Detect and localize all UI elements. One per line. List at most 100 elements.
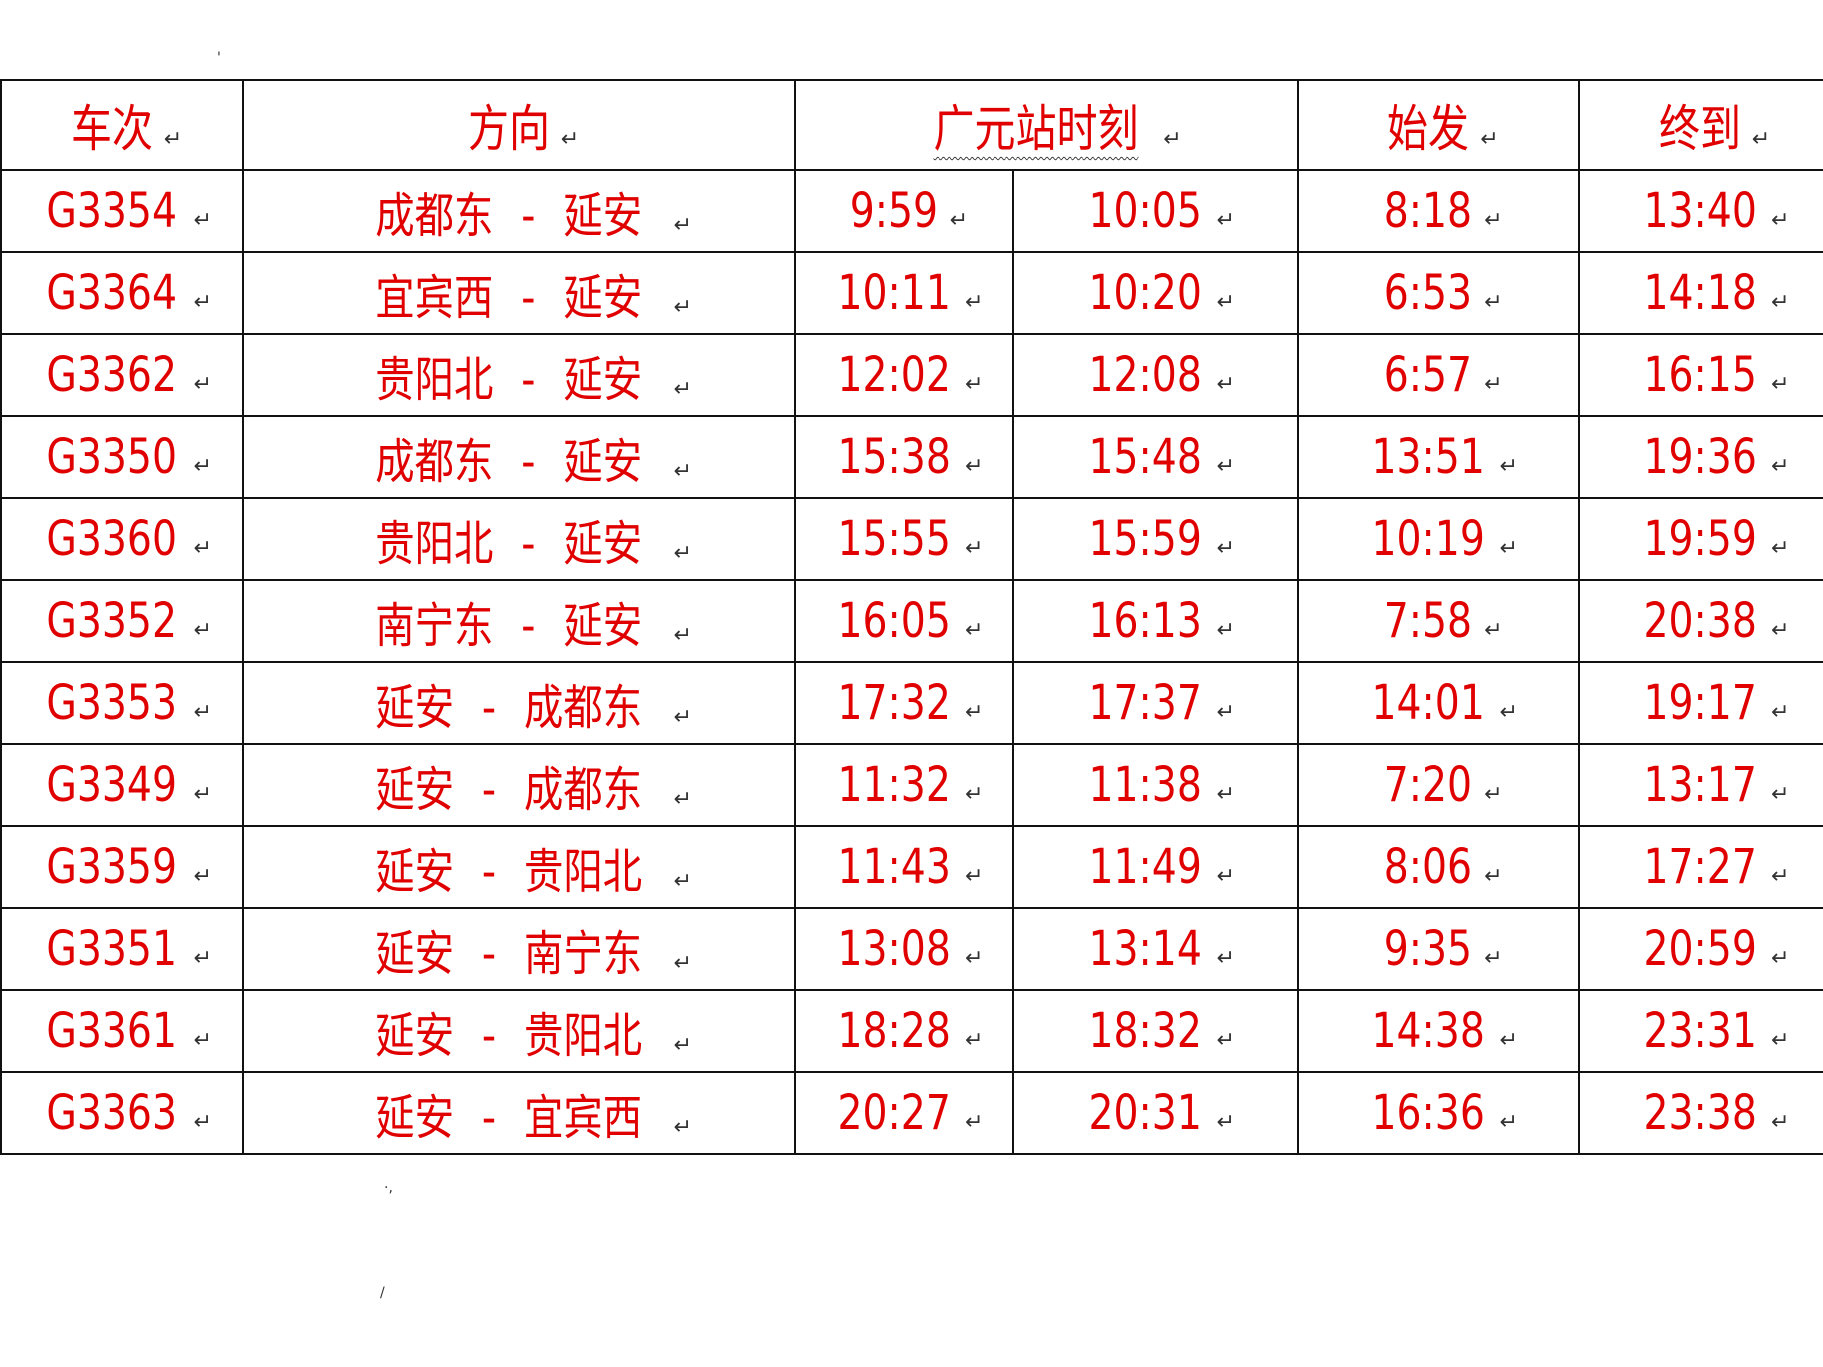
header-terminal-arrive: 终到 ↵ bbox=[1578, 79, 1823, 171]
cell-start: 8:06 ↵ bbox=[1297, 825, 1580, 909]
cell-arr: 18:28 ↵ bbox=[794, 989, 1014, 1073]
cell-train: G3350 ↵ bbox=[0, 415, 244, 499]
table-row: G3363 ↵ 延安 - 宜宾西 ↵ 20:27 ↵ 20:31 ↵ 16:36 ↵ 23:38 ↵ bbox=[0, 1071, 1823, 1155]
cell-dir: 延安 - 贵阳北 ↵ bbox=[242, 825, 796, 909]
direction-text: 贵阳北 - 延安 bbox=[375, 352, 643, 408]
cell-start: 9:35 ↵ bbox=[1297, 907, 1580, 991]
cell-dir: 南宁东 - 延安 ↵ bbox=[242, 579, 796, 663]
direction-text: 宜宾西 - 延安 bbox=[375, 270, 643, 326]
cell-end: 19:36 ↵ bbox=[1578, 415, 1823, 499]
cell-dir: 成都东 - 延安 ↵ bbox=[242, 415, 796, 499]
cell-start: 8:18 ↵ bbox=[1297, 169, 1580, 253]
cell-end: 17:27 ↵ bbox=[1578, 825, 1823, 909]
cell-dep: 11:49 ↵ bbox=[1012, 825, 1299, 909]
speck: ' bbox=[217, 50, 221, 66]
cell-dep: 18:32 ↵ bbox=[1012, 989, 1299, 1073]
table-row: G3354 ↵ 成都东 - 延安 ↵ 9:59 ↵ 10:05 ↵ 8:18 ↵ 13:40 ↵ bbox=[0, 169, 1823, 253]
direction-text: 成都东 - 延安 bbox=[375, 434, 643, 490]
cell-dir: 宜宾西 - 延安 ↵ bbox=[242, 251, 796, 335]
table-row: G3361 ↵ 延安 - 贵阳北 ↵ 18:28 ↵ 18:32 ↵ 14:38 ↵ 23:31 ↵ bbox=[0, 989, 1823, 1073]
cell-dep: 16:13 ↵ bbox=[1012, 579, 1299, 663]
cell-end: 14:18 ↵ bbox=[1578, 251, 1823, 335]
cell-train: G3352 ↵ bbox=[0, 579, 244, 663]
cell-start: 6:53 ↵ bbox=[1297, 251, 1580, 335]
direction-text: 延安 - 贵阳北 bbox=[375, 844, 643, 900]
cell-train: G3349 ↵ bbox=[0, 743, 244, 827]
cell-arr: 11:43 ↵ bbox=[794, 825, 1014, 909]
cell-start: 6:57 ↵ bbox=[1297, 333, 1580, 417]
direction-text: 成都东 - 延安 bbox=[375, 188, 643, 244]
cell-arr: 15:55 ↵ bbox=[794, 497, 1014, 581]
cell-end: 19:17 ↵ bbox=[1578, 661, 1823, 745]
table-row: G3353 ↵ 延安 - 成都东 ↵ 17:32 ↵ 17:37 ↵ 14:01 ↵ 19:17 ↵ bbox=[0, 661, 1823, 745]
cell-end: 20:38 ↵ bbox=[1578, 579, 1823, 663]
cell-end: 23:31 ↵ bbox=[1578, 989, 1823, 1073]
table-row: G3359 ↵ 延安 - 贵阳北 ↵ 11:43 ↵ 11:49 ↵ 8:06 ↵ 17:27 ↵ bbox=[0, 825, 1823, 909]
cell-dir: 延安 - 成都东 ↵ bbox=[242, 743, 796, 827]
cell-train: G3364 ↵ bbox=[0, 251, 244, 335]
direction-text: 延安 - 贵阳北 bbox=[375, 1008, 643, 1064]
cell-end: 16:15 ↵ bbox=[1578, 333, 1823, 417]
cell-dep: 10:20 ↵ bbox=[1012, 251, 1299, 335]
table-row: G3360 ↵ 贵阳北 - 延安 ↵ 15:55 ↵ 15:59 ↵ 10:19 ↵ 19:59 ↵ bbox=[0, 497, 1823, 581]
cell-end: 13:40 ↵ bbox=[1578, 169, 1823, 253]
header-origin-depart: 始发 ↵ bbox=[1297, 79, 1580, 171]
cell-arr: 11:32 ↵ bbox=[794, 743, 1014, 827]
cell-dep: 20:31 ↵ bbox=[1012, 1071, 1299, 1155]
cell-arr: 17:32 ↵ bbox=[794, 661, 1014, 745]
cell-dep: 10:05 ↵ bbox=[1012, 169, 1299, 253]
cell-end: 20:59 ↵ bbox=[1578, 907, 1823, 991]
cell-dir: 贵阳北 - 延安 ↵ bbox=[242, 333, 796, 417]
table-row: G3350 ↵ 成都东 - 延安 ↵ 15:38 ↵ 15:48 ↵ 13:51 ↵ 19:36 ↵ bbox=[0, 415, 1823, 499]
cell-arr: 9:59 ↵ bbox=[794, 169, 1014, 253]
cell-dir: 成都东 - 延安 ↵ bbox=[242, 169, 796, 253]
direction-text: 延安 - 成都东 bbox=[375, 680, 643, 736]
direction-text: 南宁东 - 延安 bbox=[375, 598, 643, 654]
cell-start: 14:01 ↵ bbox=[1297, 661, 1580, 745]
table-row: G3362 ↵ 贵阳北 - 延安 ↵ 12:02 ↵ 12:08 ↵ 6:57 ↵ 16:15 ↵ bbox=[0, 333, 1823, 417]
cell-dir: 延安 - 南宁东 ↵ bbox=[242, 907, 796, 991]
cell-dir: 贵阳北 - 延安 ↵ bbox=[242, 497, 796, 581]
cell-dep: 11:38 ↵ bbox=[1012, 743, 1299, 827]
cell-arr: 12:02 ↵ bbox=[794, 333, 1014, 417]
cell-end: 13:17 ↵ bbox=[1578, 743, 1823, 827]
cell-start: 7:20 ↵ bbox=[1297, 743, 1580, 827]
cell-arr: 16:05 ↵ bbox=[794, 579, 1014, 663]
cell-dep: 17:37 ↵ bbox=[1012, 661, 1299, 745]
cell-train: G3354 ↵ bbox=[0, 169, 244, 253]
cell-dep: 12:08 ↵ bbox=[1012, 333, 1299, 417]
cell-start: 16:36 ↵ bbox=[1297, 1071, 1580, 1155]
cell-start: 14:38 ↵ bbox=[1297, 989, 1580, 1073]
cell-dir: 延安 - 宜宾西 ↵ bbox=[242, 1071, 796, 1155]
header-guangyuan-time: 广元站时刻 ↵ bbox=[794, 79, 1299, 171]
cell-arr: 13:08 ↵ bbox=[794, 907, 1014, 991]
cell-start: 13:51 ↵ bbox=[1297, 415, 1580, 499]
table-row: G3364 ↵ 宜宾西 - 延安 ↵ 10:11 ↵ 10:20 ↵ 6:53 ↵ 14:18 ↵ bbox=[0, 251, 1823, 335]
cell-start: 7:58 ↵ bbox=[1297, 579, 1580, 663]
cell-train: G3361 ↵ bbox=[0, 989, 244, 1073]
table-row: G3352 ↵ 南宁东 - 延安 ↵ 16:05 ↵ 16:13 ↵ 7:58 ↵ 20:38 ↵ bbox=[0, 579, 1823, 663]
direction-text: 延安 - 宜宾西 bbox=[375, 1090, 643, 1146]
cell-train: G3363 ↵ bbox=[0, 1071, 244, 1155]
cell-end: 23:38 ↵ bbox=[1578, 1071, 1823, 1155]
cell-arr: 15:38 ↵ bbox=[794, 415, 1014, 499]
cell-start: 10:19 ↵ bbox=[1297, 497, 1580, 581]
cell-arr: 20:27 ↵ bbox=[794, 1071, 1014, 1155]
direction-text: 延安 - 成都东 bbox=[375, 762, 643, 818]
train-timetable: 车次 ↵ 方向 ↵ 广元站时刻 ↵ 始发 ↵ 终到 ↵ G3354 ↵ 成都东 - 延安 ↵ 9:59… bbox=[0, 79, 1823, 1155]
cell-train: G3353 ↵ bbox=[0, 661, 244, 745]
direction-text: 延安 - 南宁东 bbox=[375, 926, 643, 982]
cell-train: G3362 ↵ bbox=[0, 333, 244, 417]
speck: ·, bbox=[384, 1180, 393, 1196]
cell-train: G3360 ↵ bbox=[0, 497, 244, 581]
header-train: 车次 ↵ bbox=[0, 79, 244, 171]
cell-train: G3359 ↵ bbox=[0, 825, 244, 909]
cell-end: 19:59 ↵ bbox=[1578, 497, 1823, 581]
cell-dir: 延安 - 成都东 ↵ bbox=[242, 661, 796, 745]
direction-text: 贵阳北 - 延安 bbox=[375, 516, 643, 572]
cell-dep: 15:48 ↵ bbox=[1012, 415, 1299, 499]
cell-arr: 10:11 ↵ bbox=[794, 251, 1014, 335]
table-row: G3351 ↵ 延安 - 南宁东 ↵ 13:08 ↵ 13:14 ↵ 9:35 ↵ 20:59 ↵ bbox=[0, 907, 1823, 991]
cell-train: G3351 ↵ bbox=[0, 907, 244, 991]
speck: / bbox=[380, 1285, 385, 1301]
